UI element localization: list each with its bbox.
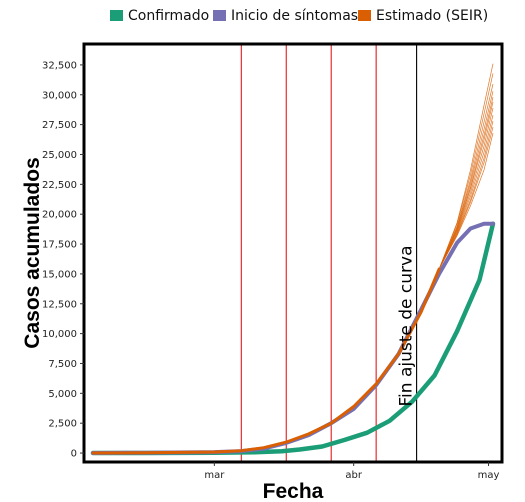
- series-lines: [90, 221, 496, 456]
- y-tick-label: 17,500: [42, 240, 77, 251]
- seir-projection-run: [438, 83, 494, 270]
- y-tick-label: 25,000: [42, 150, 77, 161]
- legend-label-estimado-seir: Estimado (SEIR): [376, 8, 488, 24]
- y-tick-label: 32,500: [42, 60, 77, 71]
- x-axis-title: Fecha: [263, 480, 324, 502]
- legend-swatch-estimado-seir: [358, 10, 371, 21]
- y-tick-label: 20,000: [42, 210, 77, 221]
- seir-projection-run: [438, 126, 494, 270]
- y-tick-label: 15,000: [42, 269, 77, 280]
- legend-swatch-confirmado: [110, 10, 123, 21]
- y-tick-label: 0: [71, 449, 77, 460]
- y-axis: 0 2,500 5,000 7,500 10,000 12,500 15,000 17,500…: [42, 60, 84, 460]
- fin-ajuste-label: Fin ajuste de curva: [397, 246, 417, 407]
- y-tick-label: 2,500: [48, 419, 77, 430]
- plot-frame: [84, 44, 502, 462]
- y-tick-label: 10,000: [42, 329, 77, 340]
- x-tick-label: may: [478, 470, 500, 481]
- plot-area: Fin ajuste de curva: [82, 42, 504, 464]
- seir-projection-run: [438, 63, 494, 270]
- legend: Confirmado Inicio de síntomas Estimado (…: [110, 8, 488, 24]
- y-tick-label: 12,500: [42, 299, 77, 310]
- y-tick-label: 22,500: [42, 180, 77, 191]
- y-tick-label: 27,500: [42, 120, 77, 131]
- plot-border: [82, 42, 504, 464]
- y-tick-label: 30,000: [42, 90, 77, 101]
- x-axis: mar abr may: [204, 462, 499, 481]
- legend-label-inicio-sintomas: Inicio de síntomas: [231, 8, 358, 24]
- y-tick-label: 5,000: [48, 389, 77, 400]
- legend-swatch-inicio-sintomas: [213, 10, 226, 21]
- y-axis-title: Casos acumulados: [21, 157, 44, 348]
- seir-projection-run: [438, 132, 494, 270]
- x-tick-label: mar: [204, 470, 225, 481]
- y-tick-label: 7,500: [48, 359, 77, 370]
- seir-projection-runs: [438, 63, 494, 270]
- event-lines: [240, 44, 418, 462]
- series-line-estimado-seir: [91, 267, 441, 455]
- x-tick-label: abr: [345, 470, 362, 481]
- legend-label-confirmado: Confirmado: [128, 8, 209, 24]
